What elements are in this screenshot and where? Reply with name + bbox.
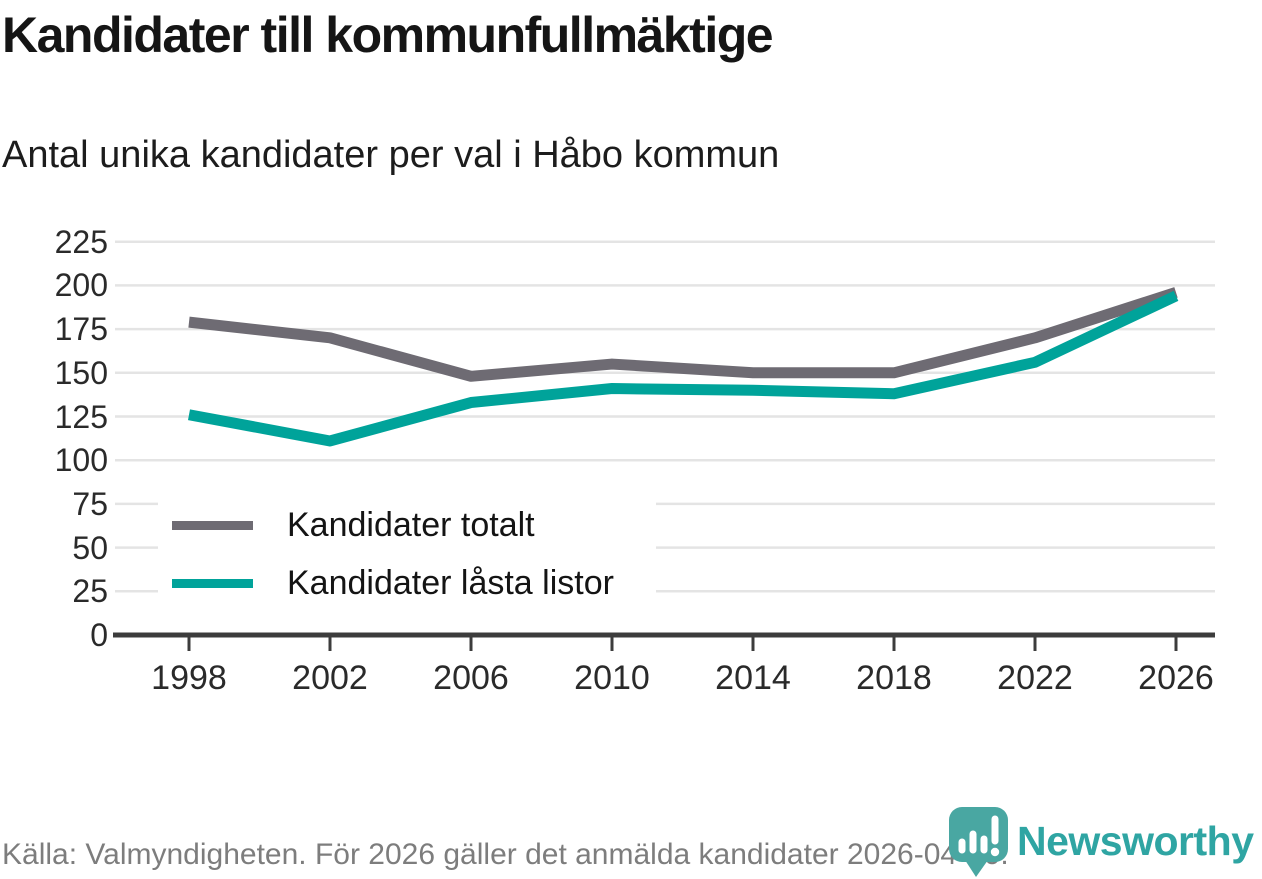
y-tick-label: 225 [54, 223, 108, 260]
legend-item-locked: Kandidater låsta listor [172, 561, 654, 605]
y-tick-label: 200 [54, 267, 108, 304]
x-tick-label: 2026 [1138, 659, 1214, 697]
chart-bubble-icon [949, 806, 1008, 877]
chart-subtitle: Antal unika kandidater per val i Håbo ko… [2, 134, 780, 176]
y-tick-label: 25 [72, 573, 108, 610]
y-tick-label: 75 [72, 485, 108, 522]
y-tick-label: 175 [54, 311, 108, 348]
y-tick-label: 100 [54, 442, 108, 479]
series-line-locked [187, 290, 1179, 447]
y-tick-label: 150 [54, 354, 108, 391]
legend-item-total: Kandidater totalt [172, 503, 654, 547]
chart-title: Kandidater till kommunfullmäktige [2, 7, 774, 63]
x-tick-label: 2010 [574, 659, 650, 697]
logo-wordmark: Newsworthy [1017, 818, 1254, 864]
legend-label: Kandidater låsta listor [287, 564, 614, 602]
x-tick-label: 1998 [151, 659, 227, 697]
legend-label: Kandidater totalt [287, 506, 535, 544]
legend-swatch-total [172, 520, 253, 530]
x-tick-label: 2006 [433, 659, 509, 697]
y-tick-label: 50 [72, 529, 108, 566]
y-tick-label: 0 [90, 617, 108, 653]
legend-swatch-locked [172, 578, 253, 588]
x-tick-label: 2014 [715, 659, 791, 697]
x-tick-label: 2022 [997, 659, 1073, 697]
legend: Kandidater totalt Kandidater låsta listor [160, 494, 654, 614]
x-tick-label: 2018 [856, 659, 932, 697]
x-tick-label: 2002 [292, 659, 368, 697]
source-note: Källa: Valmyndigheten. För 2026 gäller d… [2, 838, 1009, 871]
y-tick-label: 125 [54, 398, 108, 435]
series-line-total [188, 287, 1178, 382]
newsworthy-logo: Newsworthy [946, 804, 1254, 879]
